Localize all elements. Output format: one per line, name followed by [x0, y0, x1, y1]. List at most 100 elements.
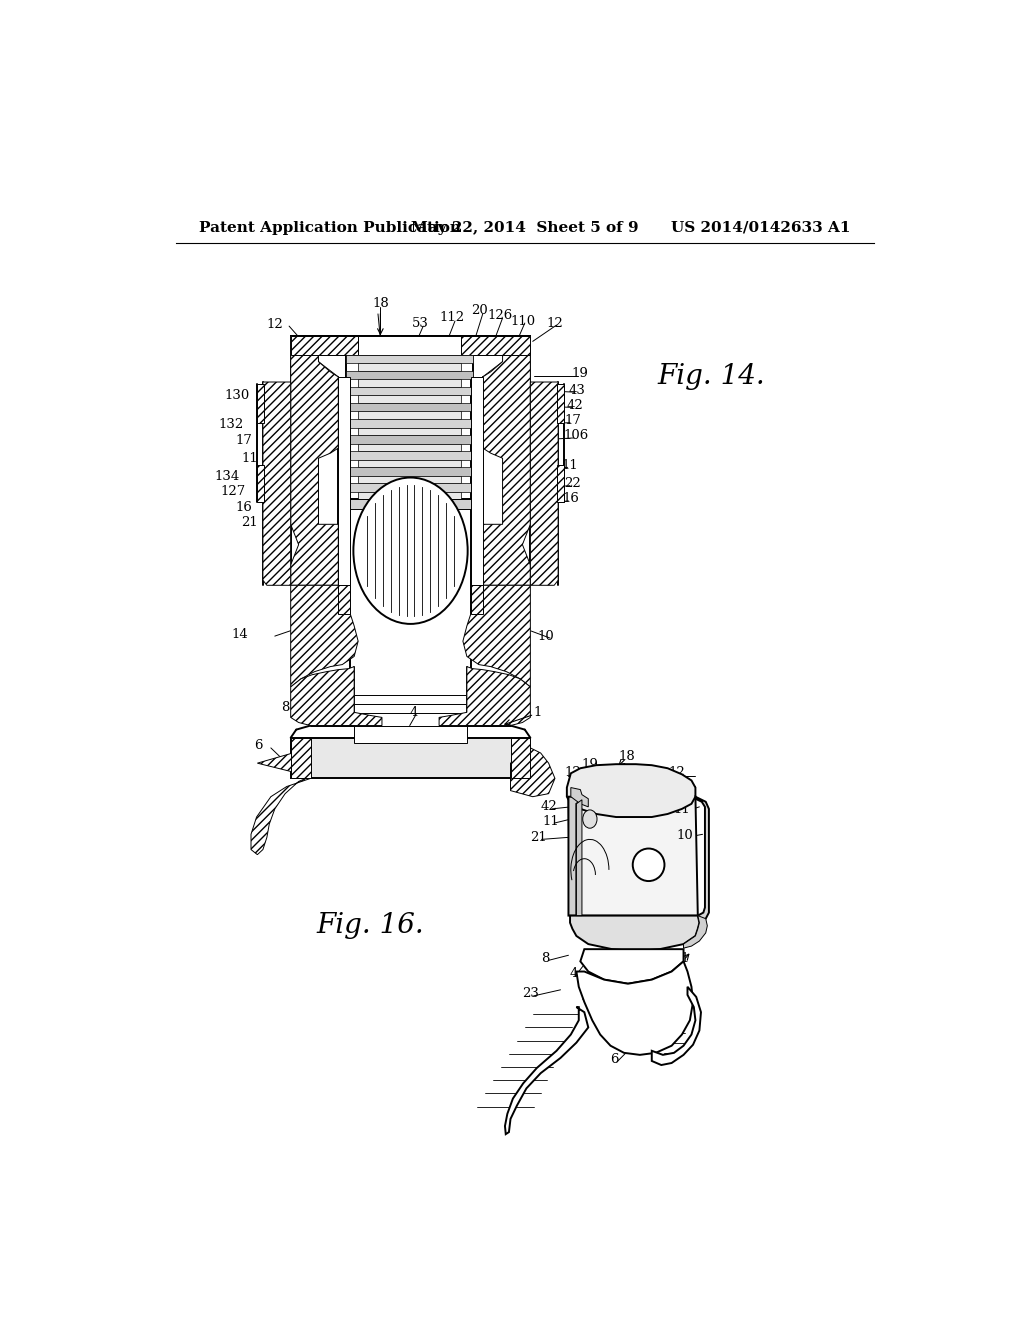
Text: 12: 12 — [266, 318, 284, 330]
Polygon shape — [577, 800, 582, 916]
Polygon shape — [291, 337, 358, 355]
Text: 18: 18 — [618, 750, 635, 763]
Ellipse shape — [583, 810, 597, 828]
Polygon shape — [358, 475, 461, 483]
Polygon shape — [346, 387, 473, 396]
Polygon shape — [354, 726, 467, 743]
Polygon shape — [505, 1007, 588, 1134]
Text: 4: 4 — [569, 968, 579, 979]
Polygon shape — [346, 418, 473, 428]
Text: 21: 21 — [529, 830, 547, 843]
Polygon shape — [577, 961, 693, 1055]
Polygon shape — [346, 483, 473, 491]
Polygon shape — [471, 585, 482, 614]
Polygon shape — [358, 363, 461, 371]
Polygon shape — [511, 748, 555, 797]
Text: May 22, 2014  Sheet 5 of 9: May 22, 2014 Sheet 5 of 9 — [411, 220, 639, 235]
Polygon shape — [346, 403, 473, 412]
Polygon shape — [338, 585, 350, 614]
Polygon shape — [263, 331, 560, 727]
Polygon shape — [568, 797, 582, 916]
Text: 23: 23 — [522, 987, 539, 1001]
Text: 6: 6 — [254, 739, 262, 752]
Polygon shape — [291, 738, 310, 779]
Polygon shape — [358, 396, 461, 403]
Text: 12: 12 — [669, 766, 685, 779]
Polygon shape — [482, 337, 530, 585]
Text: 11: 11 — [674, 804, 690, 816]
Text: 16: 16 — [562, 492, 580, 506]
Ellipse shape — [633, 849, 665, 880]
Polygon shape — [346, 451, 473, 459]
Text: 6: 6 — [610, 1053, 618, 1067]
Polygon shape — [263, 381, 291, 585]
Text: Fig. 16.: Fig. 16. — [316, 912, 424, 940]
Polygon shape — [570, 916, 699, 952]
Text: 1: 1 — [534, 706, 542, 719]
Polygon shape — [257, 466, 264, 502]
Text: 11: 11 — [543, 814, 559, 828]
Text: 12: 12 — [547, 317, 563, 330]
Polygon shape — [581, 949, 684, 983]
Text: 126: 126 — [487, 309, 513, 322]
Text: 127: 127 — [220, 486, 246, 498]
Polygon shape — [557, 384, 563, 422]
Polygon shape — [358, 444, 461, 451]
Polygon shape — [567, 764, 695, 817]
Text: 19: 19 — [572, 367, 589, 380]
Polygon shape — [439, 667, 530, 726]
Text: 132: 132 — [218, 418, 244, 432]
Polygon shape — [358, 412, 461, 418]
Polygon shape — [684, 916, 708, 948]
Polygon shape — [346, 355, 473, 363]
Polygon shape — [346, 371, 473, 379]
Text: 10: 10 — [677, 829, 693, 842]
Polygon shape — [291, 337, 530, 355]
Polygon shape — [358, 428, 461, 434]
Text: 53: 53 — [412, 317, 428, 330]
Text: 110: 110 — [511, 314, 536, 327]
Polygon shape — [251, 748, 310, 854]
Polygon shape — [358, 491, 461, 499]
Text: 20: 20 — [471, 305, 488, 317]
Text: 12: 12 — [564, 766, 581, 779]
Polygon shape — [358, 337, 461, 355]
Text: US 2014/0142633 A1: US 2014/0142633 A1 — [671, 220, 850, 235]
Text: 1: 1 — [681, 952, 689, 965]
Polygon shape — [257, 384, 264, 422]
Text: Fig. 14.: Fig. 14. — [657, 363, 765, 391]
Text: 10: 10 — [537, 630, 554, 643]
Text: Patent Application Publication: Patent Application Publication — [200, 220, 462, 235]
Polygon shape — [291, 667, 382, 726]
Text: 134: 134 — [215, 470, 240, 483]
Polygon shape — [530, 381, 558, 585]
Polygon shape — [471, 378, 482, 585]
Text: 21: 21 — [241, 516, 258, 529]
Text: 42: 42 — [541, 800, 557, 813]
Text: 22: 22 — [564, 477, 581, 490]
Text: 130: 130 — [225, 388, 250, 401]
Polygon shape — [346, 499, 473, 510]
Text: 16: 16 — [236, 500, 252, 513]
Polygon shape — [652, 987, 701, 1065]
Text: 17: 17 — [236, 434, 252, 447]
Polygon shape — [346, 434, 473, 444]
Polygon shape — [463, 585, 530, 686]
Polygon shape — [461, 337, 530, 355]
Polygon shape — [358, 379, 461, 387]
Polygon shape — [570, 788, 588, 807]
Text: 11: 11 — [241, 451, 258, 465]
Text: 43: 43 — [568, 384, 586, 396]
Text: 106: 106 — [564, 429, 589, 442]
Text: 14: 14 — [231, 627, 248, 640]
Polygon shape — [568, 797, 697, 916]
Polygon shape — [291, 337, 338, 585]
Polygon shape — [291, 738, 530, 779]
Polygon shape — [291, 585, 358, 686]
Polygon shape — [695, 797, 709, 923]
Text: 8: 8 — [542, 952, 550, 965]
Text: 112: 112 — [439, 312, 464, 325]
Text: 18: 18 — [372, 297, 389, 310]
Text: 42: 42 — [566, 399, 584, 412]
Text: 17: 17 — [564, 414, 581, 428]
